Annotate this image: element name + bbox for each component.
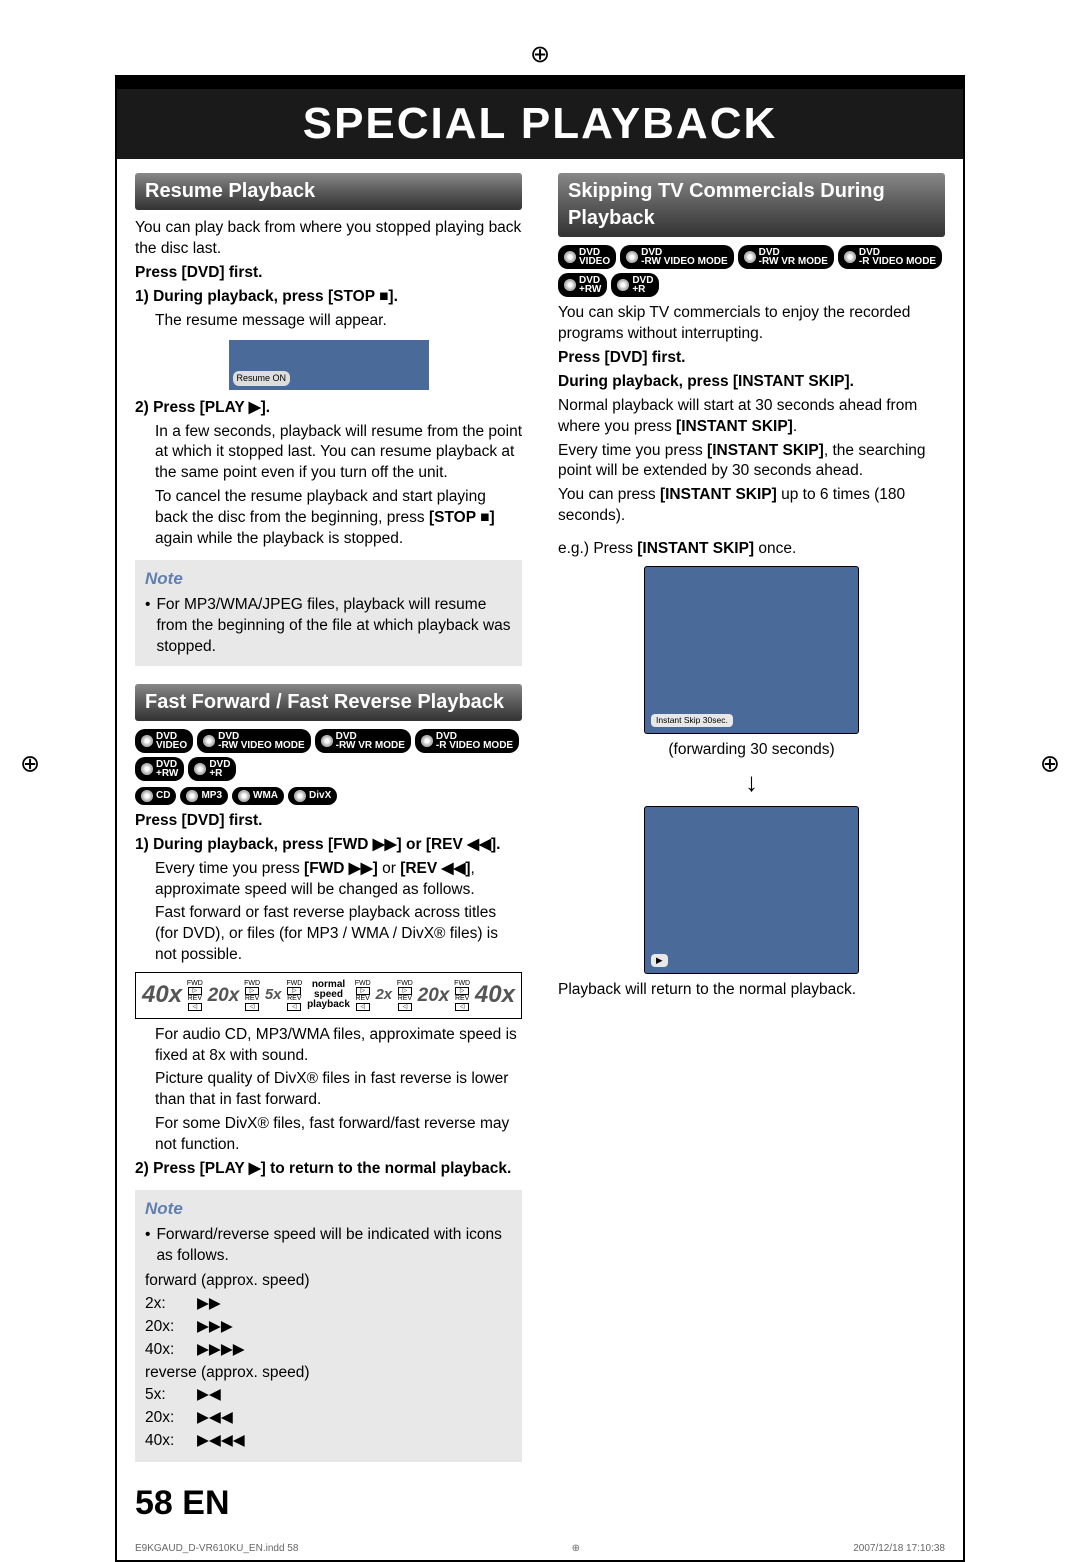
resume-intro: You can play back from where you stopped… — [135, 218, 522, 260]
disc-badge: DVD-RW VR MODE — [315, 729, 411, 753]
page-number: 58 EN — [117, 1476, 963, 1537]
instant-skip-pill: Instant Skip 30sec. — [651, 714, 733, 727]
disc-badge: DVD+R — [188, 757, 236, 781]
disc-badge: DVDVIDEO — [135, 729, 193, 753]
footer-file: E9KGAUD_D-VR610KU_EN.indd 58 — [135, 1543, 298, 1554]
disc-badge: DVD+RW — [558, 273, 607, 297]
ff-press-first: Press [DVD] first. — [135, 811, 522, 832]
skip-press-first: Press [DVD] first. — [558, 348, 945, 369]
disc-badge: DivX — [288, 787, 337, 805]
resume-note: Note •For MP3/WMA/JPEG files, playback w… — [135, 560, 522, 666]
note-title: Note — [145, 568, 512, 591]
disc-badge: DVD-RW VIDEO MODE — [197, 729, 310, 753]
ff-head: Fast Forward / Fast Reverse Playback — [135, 684, 522, 721]
disc-badge: DVD+R — [611, 273, 659, 297]
skip-end: Playback will return to the normal playb… — [558, 980, 945, 1001]
top-bar — [117, 77, 963, 89]
footer-date: 2007/12/18 17:10:38 — [853, 1543, 945, 1554]
resume-step2-bold: 2) Press [PLAY ▶]. — [135, 398, 522, 419]
disc-badge: WMA — [232, 787, 284, 805]
resume-step2-t1: In a few seconds, playback will resume f… — [155, 422, 522, 485]
skip-step1-bold: During playback, press [INSTANT SKIP]. — [558, 372, 945, 393]
resume-press-first: Press [DVD] first. — [135, 263, 522, 284]
registration-mark-left: ⊕ — [20, 750, 40, 779]
speed-diagram: 40x FWD▷REV◁ 20x FWD▷REV◁ 5x FWD▷REV◁ no… — [135, 972, 522, 1018]
ff-step1-t1: Every time you press [FWD ▶▶] or [REV ◀◀… — [155, 859, 522, 901]
right-column: Skipping TV Commercials During Playback … — [540, 159, 963, 1476]
resume-step1-bold: 1) During playback, press [STOP ■]. — [135, 287, 522, 308]
disc-badge: DVD-RW VR MODE — [738, 245, 834, 269]
skip-screen-2: ▶ — [644, 806, 859, 974]
resume-note-text: For MP3/WMA/JPEG files, playback will re… — [156, 595, 512, 658]
registration-mark-right: ⊕ — [1040, 750, 1060, 779]
footer-reg-icon: ⊕ — [572, 1543, 580, 1554]
skip-t2: Every time you press [INSTANT SKIP], the… — [558, 441, 945, 483]
disc-badge: CD — [135, 787, 176, 805]
skip-discs: DVDVIDEODVD-RW VIDEO MODEDVD-RW VR MODED… — [558, 245, 945, 297]
skip-t1: Normal playback will start at 30 seconds… — [558, 396, 945, 438]
resume-on-pill: Resume ON — [233, 371, 291, 385]
forwarding-label: (forwarding 30 seconds) — [558, 740, 945, 761]
skip-eg: e.g.) Press [INSTANT SKIP] once. — [558, 539, 945, 560]
ff-step1-bold: 1) During playback, press [FWD ▶▶] or [R… — [135, 835, 522, 856]
registration-mark-top: ⊕ — [530, 40, 550, 69]
resume-step2-t2: To cancel the resume playback and start … — [155, 487, 522, 550]
skip-intro: You can skip TV commercials to enjoy the… — [558, 303, 945, 345]
ff-discs-2: CDMP3WMADivX — [135, 787, 522, 805]
resume-preview: Resume ON — [229, 340, 429, 390]
ff-step2-bold: 2) Press [PLAY ▶] to return to the norma… — [135, 1159, 522, 1180]
skip-t3: You can press [INSTANT SKIP] up to 6 tim… — [558, 485, 945, 527]
left-column: Resume Playback You can play back from w… — [117, 159, 540, 1476]
disc-badge: DVDVIDEO — [558, 245, 616, 269]
arrow-down-icon: ↓ — [558, 765, 945, 800]
resume-head: Resume Playback — [135, 173, 522, 210]
disc-badge: MP3 — [180, 787, 228, 805]
ff-note: Note •Forward/reverse speed will be indi… — [135, 1190, 522, 1462]
ff-step1-t2: Fast forward or fast reverse playback ac… — [155, 903, 522, 966]
footer: E9KGAUD_D-VR610KU_EN.indd 58 ⊕ 2007/12/1… — [117, 1537, 963, 1560]
manual-page: SPECIAL PLAYBACK Resume Playback You can… — [115, 75, 965, 1562]
ff-after1: For audio CD, MP3/WMA files, approximate… — [155, 1025, 522, 1067]
disc-badge: DVD-R VIDEO MODE — [838, 245, 942, 269]
ff-discs-1: DVDVIDEODVD-RW VIDEO MODEDVD-RW VR MODED… — [135, 729, 522, 781]
disc-badge: DVD-RW VIDEO MODE — [620, 245, 733, 269]
skip-head: Skipping TV Commercials During Playback — [558, 173, 945, 237]
resume-step1-text: The resume message will appear. — [155, 311, 522, 332]
disc-badge: DVD+RW — [135, 757, 184, 781]
play-pill: ▶ — [651, 954, 668, 967]
disc-badge: DVD-R VIDEO MODE — [415, 729, 519, 753]
ff-after2: Picture quality of DivX® files in fast r… — [155, 1069, 522, 1111]
skip-screen-1: Instant Skip 30sec. — [644, 566, 859, 734]
page-title: SPECIAL PLAYBACK — [117, 89, 963, 159]
ff-after3: For some DivX® files, fast forward/fast … — [155, 1114, 522, 1156]
